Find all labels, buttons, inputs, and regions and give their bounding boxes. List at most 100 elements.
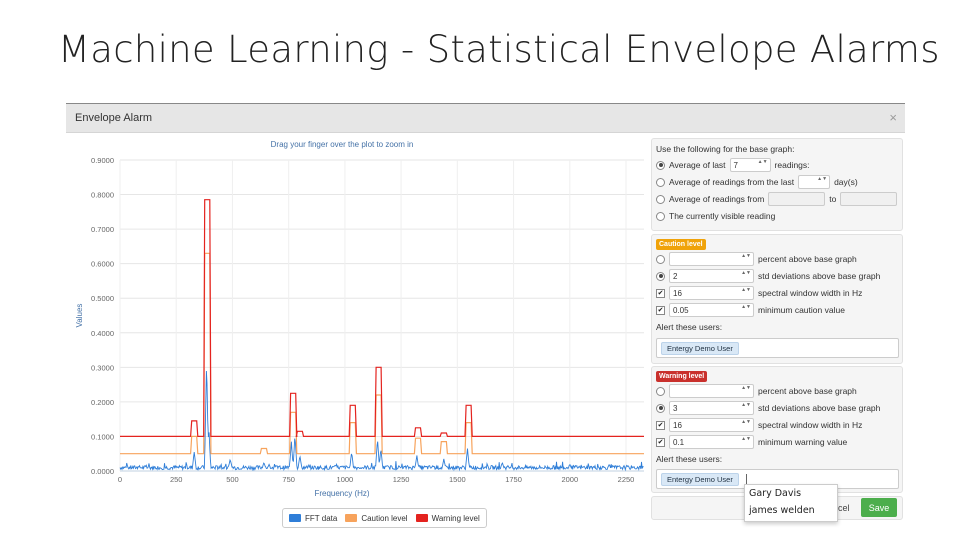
spinner-icon[interactable]: ▲▼ — [817, 176, 828, 182]
save-button[interactable]: Save — [861, 498, 897, 517]
caution-std-label: std deviations above base graph — [758, 271, 881, 281]
spinner-icon[interactable]: ▲▼ — [741, 419, 751, 425]
caution-min-input[interactable]: 0.05 ▲▼ — [669, 303, 754, 317]
warning-check-window[interactable]: ✔ — [656, 420, 665, 430]
warning-window-value: 16 — [673, 420, 682, 430]
spinner-icon[interactable]: ▲▼ — [741, 304, 751, 310]
days-input[interactable]: ▲▼ — [798, 175, 831, 189]
caution-row-min[interactable]: ✔ 0.05 ▲▼ minimum caution value — [656, 303, 845, 317]
caution-radio-std[interactable] — [656, 271, 665, 281]
base-radio-last-readings[interactable] — [656, 160, 665, 170]
caution-radio-percent[interactable] — [656, 254, 665, 264]
warning-row-std[interactable]: 3 ▲▼ std deviations above base graph — [656, 401, 880, 415]
warning-percent-input[interactable]: ▲▼ — [669, 384, 754, 398]
caution-window-input[interactable]: 16 ▲▼ — [669, 286, 754, 300]
close-icon[interactable]: × — [889, 110, 897, 125]
x-tick-label: 2250 — [618, 475, 635, 484]
legend-label: Caution level — [361, 513, 408, 523]
caution-min-label: minimum caution value — [758, 305, 845, 315]
caution-user-tag[interactable]: Entergy Demo User — [661, 342, 739, 355]
cancel-button[interactable]: ncel — [833, 503, 850, 513]
y-tick-label: 0.1000 — [91, 432, 114, 441]
y-tick-label: 0.8000 — [91, 191, 114, 200]
caution-panel: Caution level ▲▼ percent above base grap… — [651, 234, 903, 364]
suggestion-item[interactable]: james welden — [749, 505, 815, 516]
dialog-header: Envelope Alarm × — [66, 104, 905, 133]
range-from-input[interactable] — [768, 192, 826, 206]
spinner-icon[interactable]: ▲▼ — [741, 270, 751, 276]
text-cursor — [746, 474, 747, 485]
x-tick-label: 750 — [282, 475, 295, 484]
legend-label: FFT data — [305, 513, 338, 523]
last-readings-value: 7 — [733, 160, 738, 170]
last-readings-input[interactable]: 7 ▲▼ — [729, 158, 771, 172]
warning-min-value: 0.1 — [673, 437, 685, 447]
y-tick-label: 0.9000 — [91, 156, 114, 165]
dialog-title: Envelope Alarm — [75, 112, 153, 124]
base-option-range[interactable]: Average of readings from to — [656, 192, 898, 206]
legend-item[interactable]: Caution level — [345, 513, 408, 523]
base-radio-range[interactable] — [656, 194, 665, 204]
base-option-visible[interactable]: The currently visible reading — [656, 209, 775, 223]
legend-item[interactable]: FFT data — [289, 514, 337, 523]
warning-min-input[interactable]: 0.1 ▲▼ — [669, 435, 754, 449]
user-suggestion-dropdown: Gary Davis james welden — [744, 484, 838, 522]
base-radio-visible[interactable] — [656, 211, 665, 221]
caution-window-label: spectral window width in Hz — [758, 288, 863, 298]
warning-user-tag[interactable]: Entergy Demo User — [661, 473, 739, 486]
base-graph-panel: Use the following for the base graph: Av… — [651, 138, 903, 231]
caution-row-std[interactable]: 2 ▲▼ std deviations above base graph — [656, 269, 880, 283]
chart-legend: FFT data Caution level Warning level — [282, 508, 487, 528]
suggestion-item[interactable]: Gary Davis — [749, 488, 802, 499]
legend-item[interactable]: Warning level — [415, 514, 480, 523]
range-to-label: to — [829, 194, 837, 204]
caution-std-value: 2 — [673, 271, 678, 281]
warning-radio-std[interactable] — [656, 403, 665, 413]
warning-radio-percent[interactable] — [656, 386, 665, 396]
warning-std-input[interactable]: 3 ▲▼ — [669, 401, 754, 415]
caution-alert-label: Alert these users: — [656, 322, 723, 332]
x-axis-label: Frequency (Hz) — [314, 489, 369, 498]
slide-title: Machine Learning - Statistical Envelope … — [58, 28, 940, 71]
caution-percent-input[interactable]: ▲▼ — [669, 252, 754, 266]
caution-std-input[interactable]: 2 ▲▼ — [669, 269, 754, 283]
warning-window-input[interactable]: 16 ▲▼ — [669, 418, 754, 432]
range-to-input[interactable] — [840, 192, 898, 206]
base-option-label: Average of readings from — [669, 194, 765, 204]
caution-users-input[interactable]: Entergy Demo User — [656, 338, 899, 358]
warning-check-min[interactable]: ✔ — [656, 437, 665, 447]
caution-check-min[interactable]: ✔ — [656, 305, 665, 315]
caution-row-percent[interactable]: ▲▼ percent above base graph — [656, 252, 857, 266]
warning-row-percent[interactable]: ▲▼ percent above base graph — [656, 384, 857, 398]
base-option-last-readings[interactable]: Average of last 7 ▲▼ readings: — [656, 158, 810, 172]
base-option-label: Average of last — [669, 160, 726, 170]
spinner-icon[interactable]: ▲▼ — [741, 287, 751, 293]
warning-percent-label: percent above base graph — [758, 386, 857, 396]
x-tick-label: 1750 — [505, 475, 522, 484]
series-line-caution-level — [120, 252, 644, 455]
spinner-icon[interactable]: ▲▼ — [741, 253, 751, 259]
warning-std-label: std deviations above base graph — [758, 403, 881, 413]
base-radio-days[interactable] — [656, 177, 665, 187]
spinner-icon[interactable]: ▲▼ — [757, 159, 768, 165]
y-tick-label: 0.7000 — [91, 225, 114, 234]
warning-users-input[interactable]: Entergy Demo User — [656, 469, 899, 489]
caution-row-window[interactable]: ✔ 16 ▲▼ spectral window width in Hz — [656, 286, 862, 300]
caution-check-window[interactable]: ✔ — [656, 288, 665, 298]
base-option-suffix: readings: — [774, 160, 810, 170]
y-tick-label: 0.5000 — [91, 294, 114, 303]
series-line-warning-level — [120, 199, 644, 437]
x-tick-label: 1250 — [393, 475, 410, 484]
chart-title: Drag your finger over the plot to zoom i… — [271, 140, 414, 149]
fft-chart[interactable]: Drag your finger over the plot to zoom i… — [66, 133, 646, 530]
legend-swatch — [345, 514, 358, 522]
warning-row-min[interactable]: ✔ 0.1 ▲▼ minimum warning value — [656, 435, 847, 449]
warning-row-window[interactable]: ✔ 16 ▲▼ spectral window width in Hz — [656, 418, 862, 432]
spinner-icon[interactable]: ▲▼ — [741, 385, 751, 391]
spinner-icon[interactable]: ▲▼ — [741, 402, 751, 408]
warning-std-value: 3 — [673, 403, 678, 413]
spinner-icon[interactable]: ▲▼ — [741, 436, 751, 442]
legend-swatch — [415, 514, 428, 522]
chart-area[interactable]: Drag your finger over the plot to zoom i… — [66, 133, 646, 530]
base-option-days[interactable]: Average of readings from the last ▲▼ day… — [656, 175, 858, 189]
